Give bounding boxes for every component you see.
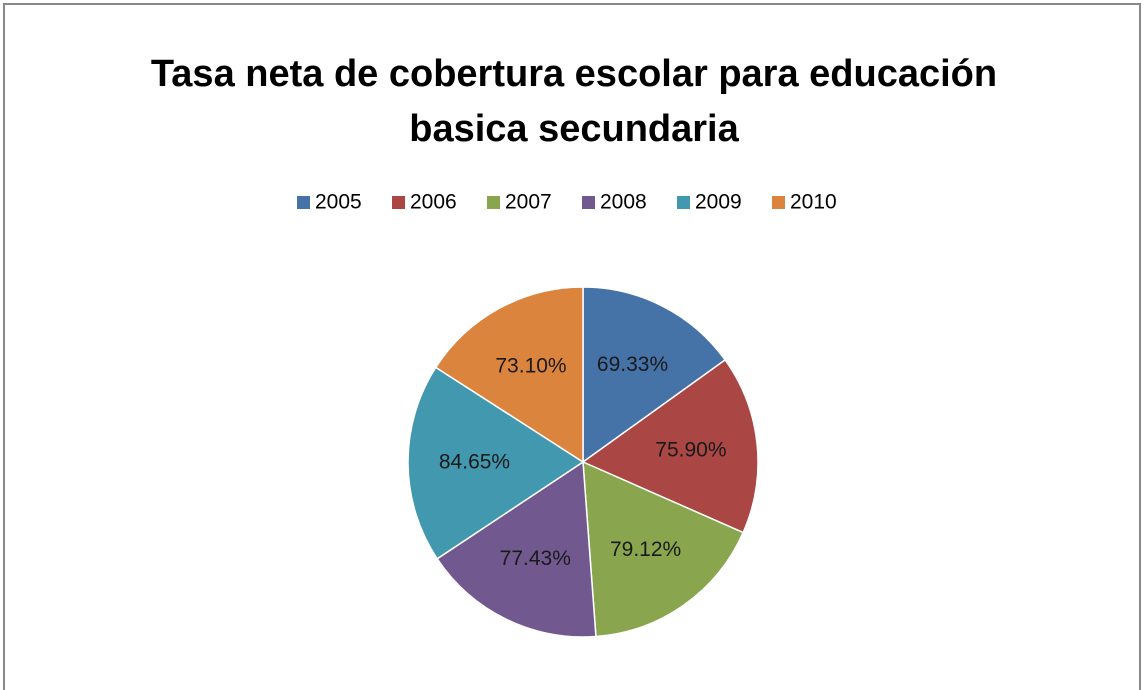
legend-label: 2007 [505,191,552,214]
legend-label: 2005 [315,191,362,214]
chart-title: Tasa neta de cobertura escolar para educ… [151,53,997,95]
legend-label: 2008 [600,191,647,214]
data-label: 73.10% [495,354,566,377]
pie-slice [582,286,727,464]
chart-title: basica secundaria [409,108,739,150]
data-label: 75.90% [655,438,726,461]
pie-slice [581,358,759,534]
legend-swatch [487,196,500,209]
data-label: 84.65% [439,450,510,473]
legend-label: 2010 [790,191,837,214]
legend-swatch [772,196,785,209]
data-label: 79.12% [610,538,681,561]
legend-label: 2006 [410,191,457,214]
data-label: 77.43% [500,547,571,570]
legend-swatch [297,196,310,209]
pie-slice [434,286,584,464]
legend-label: 2009 [695,191,742,214]
legend-swatch [582,196,595,209]
legend-swatch [677,196,690,209]
legend-swatch [392,196,405,209]
data-label: 69.33% [597,353,668,376]
pie-slice [582,460,745,638]
pie-slice [436,460,597,638]
pie-slice [407,366,585,560]
